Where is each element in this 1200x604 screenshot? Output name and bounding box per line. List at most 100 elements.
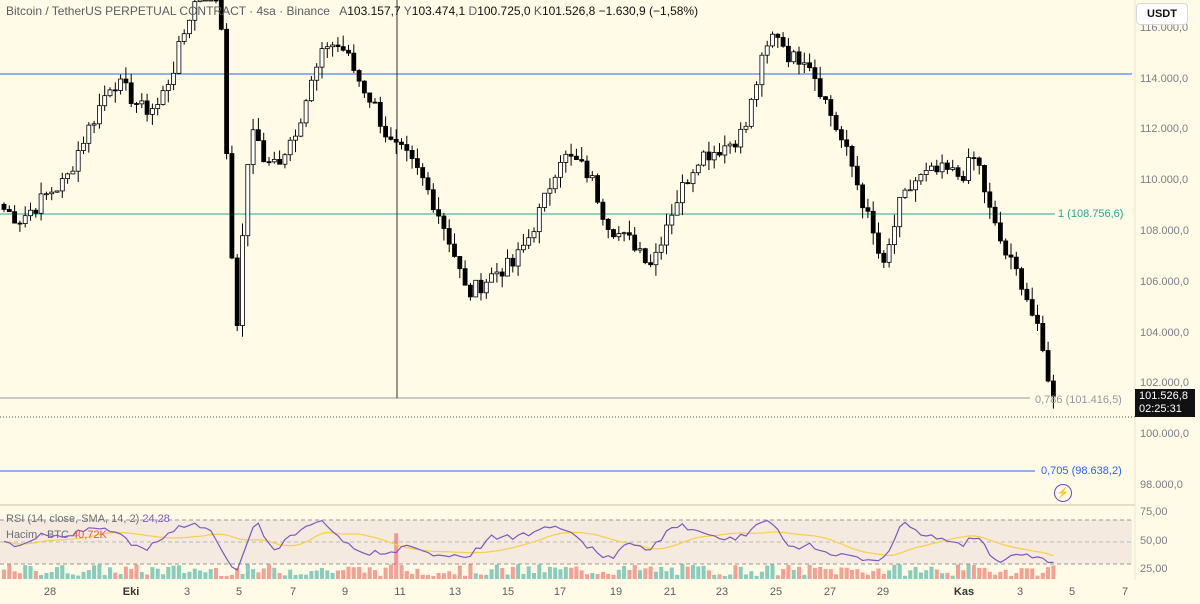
- candle-body[interactable]: [134, 103, 139, 105]
- rsi-line[interactable]: [3, 519, 1054, 571]
- volume-bar[interactable]: [717, 574, 722, 579]
- candle-body[interactable]: [574, 155, 579, 160]
- candle-body[interactable]: [987, 191, 993, 208]
- candle-body[interactable]: [489, 273, 495, 283]
- volume-bar[interactable]: [744, 574, 748, 579]
- candle-body[interactable]: [261, 140, 267, 163]
- candle-body[interactable]: [187, 19, 192, 35]
- candle-body[interactable]: [6, 209, 12, 213]
- volume-bar[interactable]: [399, 565, 404, 579]
- candle-body[interactable]: [563, 153, 569, 163]
- volume-bar[interactable]: [102, 574, 107, 579]
- volume-bar[interactable]: [208, 569, 213, 579]
- candle-body[interactable]: [340, 46, 346, 51]
- volume-bar[interactable]: [563, 566, 568, 579]
- volume-bar[interactable]: [320, 567, 324, 579]
- candle-body[interactable]: [1, 203, 7, 210]
- candle-body[interactable]: [367, 92, 373, 103]
- candle-body[interactable]: [17, 222, 23, 225]
- candle-body[interactable]: [149, 108, 155, 115]
- candle-body[interactable]: [446, 228, 452, 245]
- volume-bar[interactable]: [415, 568, 420, 579]
- candle-body[interactable]: [361, 80, 367, 94]
- volume-bar[interactable]: [176, 565, 181, 579]
- volume-bar[interactable]: [245, 564, 250, 579]
- candle-body[interactable]: [876, 232, 881, 254]
- candle-body[interactable]: [86, 124, 92, 144]
- candle-body[interactable]: [1051, 380, 1056, 397]
- candle-body[interactable]: [695, 164, 701, 174]
- rsi-sma-line[interactable]: [3, 531, 1054, 557]
- volume-bar[interactable]: [187, 571, 192, 579]
- candle-body[interactable]: [605, 218, 611, 230]
- candle-body[interactable]: [192, 1, 198, 21]
- candle-body[interactable]: [240, 235, 245, 327]
- candle-body[interactable]: [478, 279, 484, 294]
- candle-body[interactable]: [828, 99, 834, 116]
- candle-body[interactable]: [155, 104, 161, 109]
- candle-body[interactable]: [436, 209, 442, 217]
- candle-body[interactable]: [1003, 240, 1009, 256]
- volume-bar[interactable]: [373, 570, 377, 579]
- candle-body[interactable]: [526, 237, 532, 246]
- candle-body[interactable]: [738, 128, 744, 148]
- candle-body[interactable]: [600, 201, 606, 220]
- candle-body[interactable]: [372, 101, 378, 104]
- candle-body[interactable]: [467, 284, 473, 298]
- volume-bar[interactable]: [807, 564, 812, 579]
- volume-bar[interactable]: [70, 574, 75, 579]
- candle-body[interactable]: [324, 46, 330, 50]
- volume-bar[interactable]: [28, 566, 33, 579]
- candle-body[interactable]: [812, 67, 818, 80]
- volume-bar[interactable]: [537, 564, 542, 579]
- volume-bar[interactable]: [685, 566, 690, 579]
- symbol-title[interactable]: Bitcoin / TetherUS PERPETUAL CONTRACT · …: [6, 4, 330, 18]
- candle-body[interactable]: [542, 192, 547, 208]
- candle-body[interactable]: [75, 150, 81, 172]
- volume-bar[interactable]: [781, 569, 786, 579]
- volume-bar[interactable]: [139, 571, 144, 579]
- candle-body[interactable]: [844, 139, 850, 147]
- volume-bar[interactable]: [1003, 569, 1008, 579]
- volume-bar[interactable]: [775, 575, 780, 579]
- candle-body[interactable]: [176, 41, 182, 74]
- volume-bar[interactable]: [738, 566, 743, 579]
- volume-bar[interactable]: [653, 571, 658, 579]
- volume-bar[interactable]: [934, 569, 939, 579]
- volume-bar[interactable]: [44, 572, 49, 579]
- candle-body[interactable]: [414, 158, 420, 168]
- candle-body[interactable]: [653, 251, 659, 266]
- volume-bar[interactable]: [330, 572, 335, 579]
- volume-bar[interactable]: [600, 571, 605, 579]
- volume-bar[interactable]: [574, 566, 579, 579]
- candle-body[interactable]: [452, 243, 457, 257]
- candle-body[interactable]: [28, 209, 33, 217]
- volume-bar[interactable]: [272, 567, 277, 579]
- volume-bar[interactable]: [908, 570, 913, 579]
- volume-bar[interactable]: [341, 570, 346, 579]
- volume-bar[interactable]: [945, 572, 950, 579]
- candle-body[interactable]: [764, 45, 770, 56]
- candle-body[interactable]: [881, 252, 887, 263]
- candle-body[interactable]: [255, 129, 261, 142]
- volume-bar[interactable]: [818, 566, 823, 579]
- volume-bar[interactable]: [553, 567, 558, 579]
- volume-bar[interactable]: [113, 572, 118, 579]
- volume-bar[interactable]: [426, 574, 430, 579]
- candle-body[interactable]: [65, 173, 70, 179]
- volume-bar[interactable]: [797, 566, 801, 579]
- volume-bar[interactable]: [235, 567, 240, 579]
- candle-body[interactable]: [711, 152, 717, 161]
- candle-body[interactable]: [160, 90, 166, 105]
- volume-bar[interactable]: [81, 571, 86, 579]
- volume-bar[interactable]: [420, 574, 425, 579]
- candle-body[interactable]: [139, 100, 145, 105]
- volume-bar[interactable]: [118, 574, 123, 579]
- volume-bar[interactable]: [823, 569, 828, 579]
- lightning-icon[interactable]: ⚡: [1054, 484, 1072, 502]
- candle-body[interactable]: [823, 96, 828, 100]
- candle-body[interactable]: [393, 139, 399, 143]
- volume-bar[interactable]: [489, 569, 494, 579]
- volume-bar[interactable]: [706, 570, 711, 579]
- volume-bar[interactable]: [664, 571, 669, 579]
